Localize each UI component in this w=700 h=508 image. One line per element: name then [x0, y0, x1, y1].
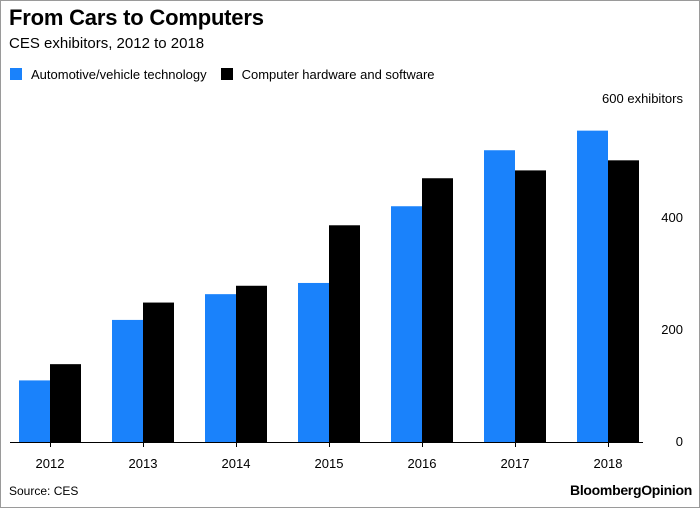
- chart-title: From Cars to Computers: [9, 5, 264, 30]
- source-note: Source: CES: [9, 484, 79, 498]
- x-tick-label-2014: 2014: [222, 456, 251, 471]
- bar-computer-2015: [329, 225, 360, 442]
- bar-automotive-2013: [112, 319, 143, 442]
- legend-item-computer: Computer hardware and software: [220, 66, 435, 82]
- bar-automotive-2018: [577, 130, 608, 442]
- bar-computer-2018: [608, 160, 639, 442]
- legend-label-automotive: Automotive/vehicle technology: [31, 66, 207, 82]
- bar-computer-2014: [236, 285, 267, 442]
- y-tick-label-3: 600 exhibitors: [602, 91, 683, 106]
- bar-computer-2016: [422, 178, 453, 443]
- y-tick-label-2: 400: [661, 210, 683, 225]
- bar-automotive-2015: [298, 282, 329, 442]
- x-tick-label-2017: 2017: [501, 456, 530, 471]
- x-tick-label-2015: 2015: [315, 456, 344, 471]
- bar-computer-2013: [143, 302, 174, 442]
- bar-computer-2017: [515, 170, 546, 442]
- y-tick-label-0: 0: [676, 434, 683, 449]
- chart-legend: Automotive/vehicle technology Computer h…: [10, 64, 449, 84]
- bar-automotive-2016: [391, 206, 422, 442]
- bar-automotive-2014: [205, 294, 236, 442]
- bar-automotive-2012: [19, 380, 50, 442]
- legend-label-computer: Computer hardware and software: [241, 66, 435, 82]
- chart-subtitle: CES exhibitors, 2012 to 2018: [9, 35, 205, 52]
- x-tick-label-2016: 2016: [408, 456, 437, 471]
- legend-swatch-computer: [220, 68, 233, 80]
- bar-computer-2012: [50, 364, 81, 442]
- legend-swatch-automotive: [10, 68, 22, 80]
- x-tick-label-2018: 2018: [594, 456, 623, 471]
- bar-automotive-2017: [484, 150, 515, 443]
- brand-logo: BloombergOpinion: [570, 482, 692, 498]
- x-tick-label-2012: 2012: [36, 456, 65, 471]
- x-tick-label-2013: 2013: [129, 456, 158, 471]
- legend-item-automotive: Automotive/vehicle technology: [10, 67, 207, 82]
- y-tick-label-1: 200: [661, 322, 683, 337]
